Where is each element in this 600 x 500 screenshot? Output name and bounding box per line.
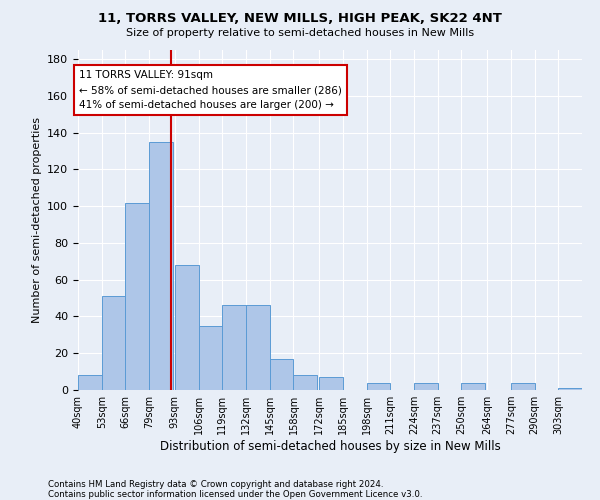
Bar xyxy=(461,382,485,390)
Bar xyxy=(125,202,149,390)
Bar xyxy=(293,376,317,390)
Bar xyxy=(102,296,125,390)
Bar xyxy=(78,376,102,390)
Bar xyxy=(270,359,293,390)
Bar xyxy=(414,382,438,390)
Y-axis label: Number of semi-detached properties: Number of semi-detached properties xyxy=(32,117,41,323)
Bar xyxy=(246,306,270,390)
Bar xyxy=(511,382,535,390)
Text: Contains HM Land Registry data © Crown copyright and database right 2024.: Contains HM Land Registry data © Crown c… xyxy=(48,480,383,489)
Text: Contains public sector information licensed under the Open Government Licence v3: Contains public sector information licen… xyxy=(48,490,422,499)
Bar xyxy=(558,388,582,390)
X-axis label: Distribution of semi-detached houses by size in New Mills: Distribution of semi-detached houses by … xyxy=(160,440,500,453)
Bar xyxy=(367,382,390,390)
Text: 11, TORRS VALLEY, NEW MILLS, HIGH PEAK, SK22 4NT: 11, TORRS VALLEY, NEW MILLS, HIGH PEAK, … xyxy=(98,12,502,26)
Bar xyxy=(175,265,199,390)
Text: 11 TORRS VALLEY: 91sqm
← 58% of semi-detached houses are smaller (286)
41% of se: 11 TORRS VALLEY: 91sqm ← 58% of semi-det… xyxy=(79,70,342,110)
Bar xyxy=(222,306,246,390)
Bar xyxy=(199,326,222,390)
Bar xyxy=(319,377,343,390)
Text: Size of property relative to semi-detached houses in New Mills: Size of property relative to semi-detach… xyxy=(126,28,474,38)
Bar xyxy=(149,142,173,390)
